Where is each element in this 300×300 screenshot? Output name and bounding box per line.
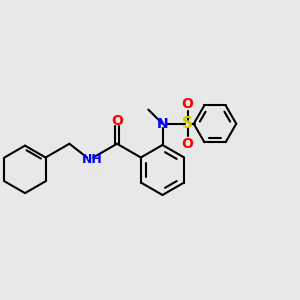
Text: O: O xyxy=(182,97,194,111)
Text: O: O xyxy=(182,137,194,151)
Text: O: O xyxy=(111,114,123,128)
Text: S: S xyxy=(182,116,193,131)
Text: N: N xyxy=(157,117,168,131)
Text: NH: NH xyxy=(82,153,102,166)
